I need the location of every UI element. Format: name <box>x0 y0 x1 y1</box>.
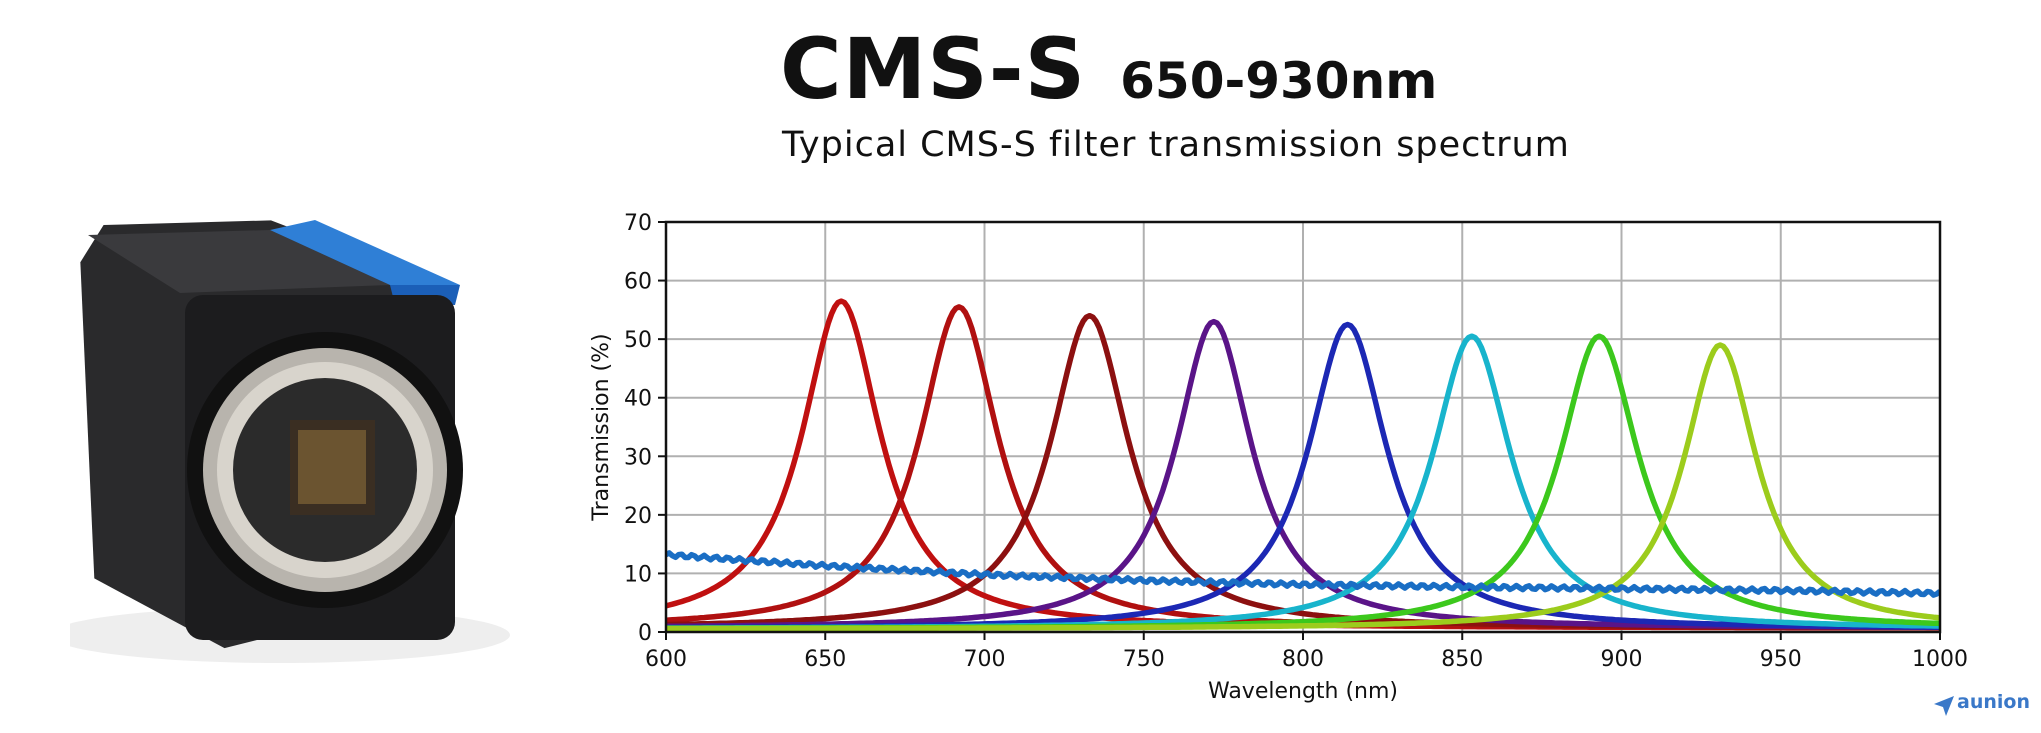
x-tick-label: 650 <box>804 647 846 672</box>
x-tick-label: 700 <box>964 647 1006 672</box>
y-tick-label: 10 <box>624 562 652 587</box>
chart-title: Typical CMS-S filter transmission spectr… <box>782 125 1570 165</box>
x-tick-label: 800 <box>1282 647 1324 672</box>
header: CMS-S 650-930nm <box>780 20 1437 118</box>
x-tick-label: 750 <box>1123 647 1165 672</box>
y-tick-label: 30 <box>624 445 652 470</box>
x-tick-label: 950 <box>1760 647 1802 672</box>
series-line-9 <box>666 550 1940 598</box>
product-title: CMS-S <box>780 20 1087 118</box>
aunion-logo-icon <box>1934 696 1954 716</box>
camera-image <box>70 220 510 663</box>
x-tick-label: 900 <box>1601 647 1643 672</box>
y-tick-label: 50 <box>624 328 652 353</box>
x-tick-label: 850 <box>1441 647 1483 672</box>
y-tick-label: 70 <box>624 211 652 236</box>
x-tick-label: 1000 <box>1912 647 1968 672</box>
transmission-chart: 600 650 700 750 800 850 900 950 1000 0 10 20 30 40 50 6… <box>589 211 1968 704</box>
y-axis-label: Transmission (%) <box>589 333 614 521</box>
x-tick-label: 600 <box>645 647 687 672</box>
y-tick-label: 60 <box>624 270 652 295</box>
y-tick-label: 40 <box>624 387 652 412</box>
wavelength-range: 650-930nm <box>1120 52 1438 110</box>
brand-name: aunion <box>1957 691 2030 713</box>
y-tick-label: 0 <box>638 621 652 646</box>
y-tick-label: 20 <box>624 504 652 529</box>
series-line-8 <box>666 342 1940 632</box>
x-axis-label: Wavelength (nm) <box>1208 679 1398 704</box>
